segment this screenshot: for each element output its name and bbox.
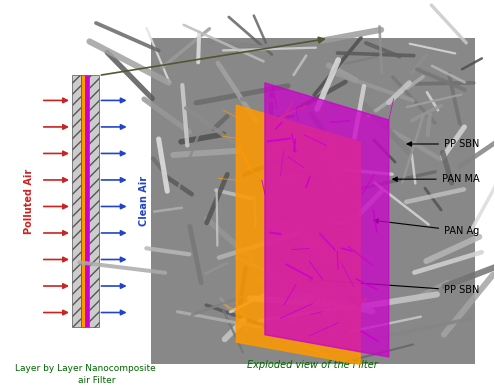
Text: Layer by Layer Nanocomposite
        air Filter: Layer by Layer Nanocomposite air Filter (15, 364, 155, 385)
FancyBboxPatch shape (85, 76, 89, 327)
Text: PAN MA: PAN MA (393, 174, 479, 184)
Polygon shape (236, 105, 360, 364)
Text: PAN Ag: PAN Ag (374, 219, 479, 236)
FancyBboxPatch shape (81, 76, 85, 327)
FancyBboxPatch shape (72, 76, 81, 327)
FancyBboxPatch shape (150, 38, 475, 364)
FancyBboxPatch shape (89, 76, 99, 327)
Text: PP SBN: PP SBN (407, 139, 479, 149)
Text: Polluted Air: Polluted Air (24, 169, 34, 234)
Text: Exploded view of the Filter: Exploded view of the Filter (247, 360, 378, 370)
Text: PP SBN: PP SBN (307, 277, 479, 295)
Polygon shape (265, 83, 389, 357)
Text: Clean Air: Clean Air (139, 176, 149, 227)
